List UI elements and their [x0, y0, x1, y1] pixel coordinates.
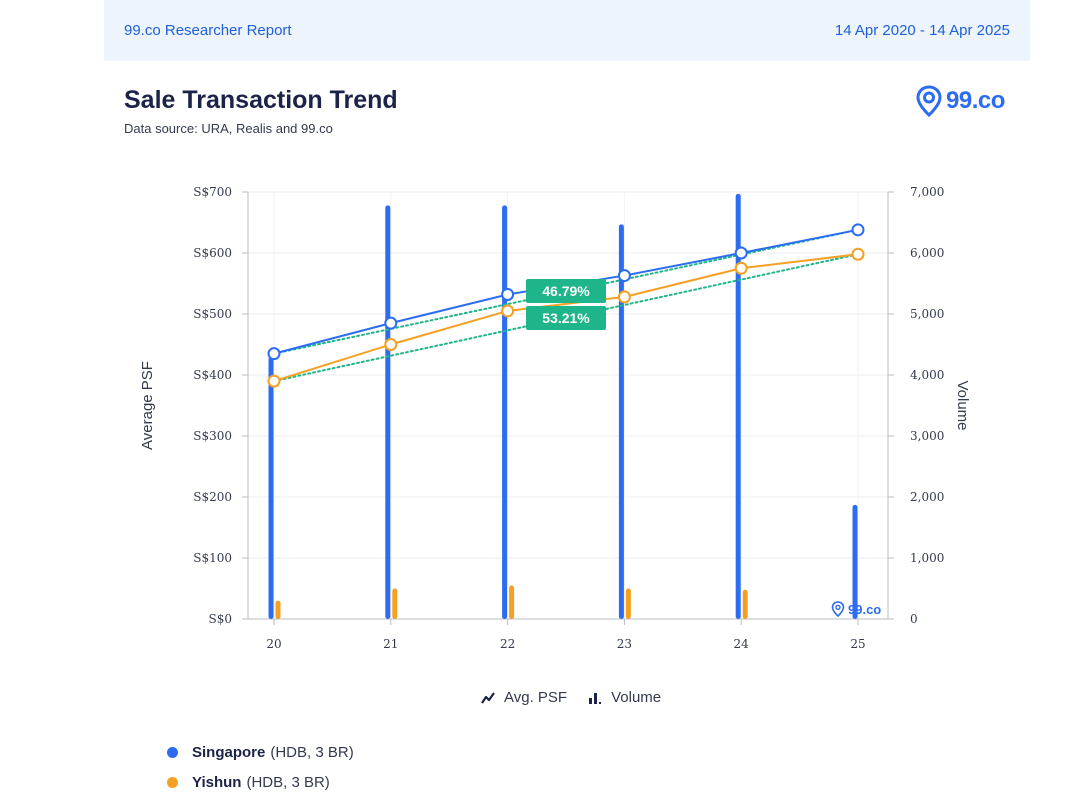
data-source-subtitle: Data source: URA, Realis and 99.co — [124, 121, 333, 136]
psf-point-yishun-20[interactable] — [267, 374, 281, 388]
singapore-dot-icon — [167, 746, 178, 758]
psf-point-singapore-24[interactable] — [734, 246, 748, 260]
volume-bar-singapore-25[interactable] — [852, 504, 858, 619]
date-range: 14 Apr 2020 - 14 Apr 2025 — [834, 22, 1010, 39]
watermark-pin-dot — [835, 604, 841, 610]
report-title: 99.co Researcher Report — [124, 22, 292, 39]
left-tick-label: S$100 — [193, 551, 232, 565]
psf-point-singapore-22[interactable] — [501, 287, 515, 301]
right-tick-label: 3,000 — [910, 429, 944, 443]
legend-avg-psf-label: Avg. PSF — [504, 689, 568, 706]
right-tick-label: 2,000 — [910, 490, 944, 504]
bar-chart-icon — [589, 692, 602, 704]
volume-bar-singapore-22[interactable] — [502, 205, 508, 620]
x-tick-label: 24 — [734, 637, 750, 651]
left-tick-label: S$600 — [193, 246, 232, 260]
volume-bar-yishun-21[interactable] — [392, 588, 398, 620]
yishun-name: Yishun — [192, 773, 242, 791]
yishun-dot-icon — [167, 776, 178, 788]
line-chart-icon — [481, 691, 495, 704]
psf-point-yishun-21[interactable] — [384, 338, 398, 351]
page-title: Sale Transaction Trend — [124, 86, 398, 114]
right-tick-label: 1,000 — [910, 551, 944, 565]
psf-point-yishun-23[interactable] — [617, 290, 631, 304]
volume-bar-singapore-20[interactable] — [268, 356, 274, 619]
percentage-badge: 46.79% — [526, 279, 606, 303]
brand-logo: 99.co — [916, 84, 1005, 118]
psf-point-yishun-25[interactable] — [851, 247, 865, 261]
psf-point-singapore-21[interactable] — [384, 316, 398, 330]
singapore-name: Singapore — [192, 743, 266, 761]
chart-watermark: 99.co — [831, 601, 881, 618]
left-tick-label: S$400 — [193, 368, 232, 382]
chart-legend: Avg. PSF Volume — [480, 689, 661, 706]
watermark-pin-icon — [831, 601, 845, 618]
region-item-yishun[interactable]: Yishun (HDB, 3 BR) — [167, 767, 354, 797]
right-tick-label: 7,000 — [910, 185, 944, 199]
report-header: 99.co Researcher Report 14 Apr 2020 - 14… — [104, 0, 1030, 61]
badge-background — [526, 279, 606, 303]
left-tick-label: S$300 — [193, 429, 232, 443]
psf-point-singapore-23[interactable] — [617, 269, 631, 283]
singapore-detail: (HDB, 3 BR) — [270, 743, 354, 761]
badge-label: 46.79% — [542, 283, 590, 299]
volume-bar-yishun-23[interactable] — [625, 588, 631, 620]
y-axis-left-title: Average PSF — [139, 361, 156, 450]
legend-volume-label: Volume — [611, 689, 662, 706]
right-tick-label: 0 — [910, 612, 918, 626]
volume-bar-yishun-22[interactable] — [509, 585, 515, 619]
left-tick-label: S$200 — [193, 490, 232, 504]
right-tick-label: 4,000 — [910, 368, 944, 382]
region-legend: Singapore (HDB, 3 BR) Yishun (HDB, 3 BR) — [167, 737, 354, 797]
trendline-yishun — [273, 253, 859, 383]
left-tick-label: S$0 — [209, 612, 233, 626]
right-tick-label: 6,000 — [910, 246, 944, 260]
volume-bar-singapore-24[interactable] — [735, 193, 741, 619]
psf-point-yishun-22[interactable] — [501, 304, 515, 318]
volume-bar-singapore-21[interactable] — [385, 205, 391, 620]
volume-bar-yishun-20[interactable] — [275, 600, 281, 619]
legend-volume[interactable]: Volume — [587, 689, 661, 706]
volume-bar-yishun-24[interactable] — [742, 589, 748, 619]
x-tick-label: 20 — [266, 637, 281, 651]
psf-point-singapore-20[interactable] — [267, 347, 281, 361]
region-item-singapore[interactable]: Singapore (HDB, 3 BR) — [167, 737, 354, 767]
x-tick-label: 25 — [850, 637, 865, 651]
x-tick-label: 22 — [500, 637, 515, 651]
right-tick-label: 5,000 — [910, 307, 944, 321]
watermark-text: 99.co — [848, 602, 881, 617]
left-tick-label: S$500 — [193, 307, 232, 321]
trendline-singapore — [273, 228, 859, 355]
volume-bar-singapore-23[interactable] — [618, 224, 624, 619]
location-pin-icon — [916, 85, 942, 117]
yishun-detail: (HDB, 3 BR) — [246, 773, 330, 791]
badge-label: 53.21% — [542, 310, 590, 326]
badge-background — [526, 306, 606, 330]
legend-avg-psf[interactable]: Avg. PSF — [480, 689, 567, 706]
percentage-badge: 53.21% — [526, 306, 606, 330]
psf-point-yishun-24[interactable] — [734, 261, 748, 275]
x-tick-label: 23 — [617, 637, 632, 651]
psf-line-yishun — [273, 253, 859, 383]
psf-point-singapore-25[interactable] — [851, 223, 865, 237]
y-axis-right-title: Volume — [954, 380, 971, 430]
left-tick-label: S$700 — [193, 185, 232, 199]
logo-text: 99.co — [946, 87, 1005, 114]
x-tick-label: 21 — [383, 637, 398, 651]
